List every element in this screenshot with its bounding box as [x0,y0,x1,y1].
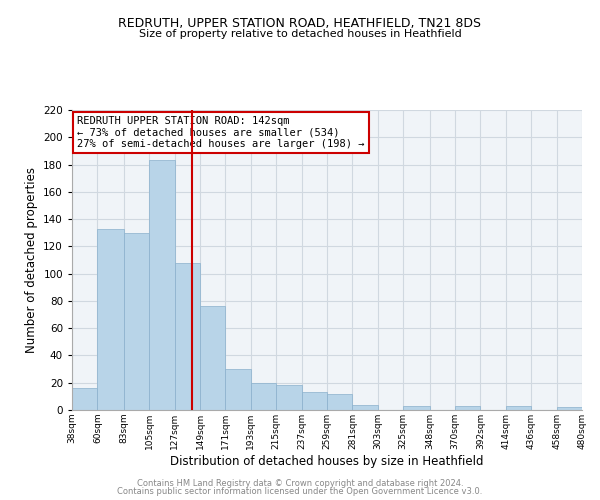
Text: Contains public sector information licensed under the Open Government Licence v3: Contains public sector information licen… [118,487,482,496]
Bar [200,306,226,410]
Text: REDRUTH UPPER STATION ROAD: 142sqm
← 73% of detached houses are smaller (534)
27: REDRUTH UPPER STATION ROAD: 142sqm ← 73%… [77,116,365,149]
X-axis label: Distribution of detached houses by size in Heathfield: Distribution of detached houses by size … [170,454,484,468]
Y-axis label: Number of detached properties: Number of detached properties [25,167,38,353]
Bar [72,388,97,410]
Bar [276,386,302,410]
Text: Size of property relative to detached houses in Heathfield: Size of property relative to detached ho… [139,29,461,39]
Bar [251,382,276,410]
Bar [557,408,582,410]
Bar [149,160,175,410]
Bar [124,232,149,410]
Text: Contains HM Land Registry data © Crown copyright and database right 2024.: Contains HM Land Registry data © Crown c… [137,478,463,488]
Bar [455,406,481,410]
Text: REDRUTH, UPPER STATION ROAD, HEATHFIELD, TN21 8DS: REDRUTH, UPPER STATION ROAD, HEATHFIELD,… [119,18,482,30]
Bar [403,406,430,410]
Bar [226,369,251,410]
Bar [327,394,352,410]
Bar [175,262,200,410]
Bar [97,228,124,410]
Bar [506,406,531,410]
Bar [302,392,327,410]
Bar [352,404,378,410]
